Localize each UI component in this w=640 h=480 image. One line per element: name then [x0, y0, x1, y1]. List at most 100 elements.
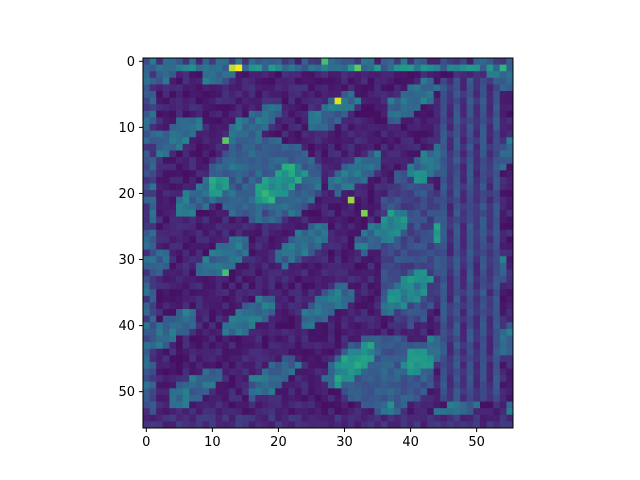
heatmap-cell [420, 163, 428, 171]
heatmap-cell [268, 315, 276, 323]
heatmap-cell [453, 289, 461, 297]
heatmap-cell [261, 163, 269, 171]
heatmap-cell [460, 309, 468, 317]
heatmap-cell [189, 130, 197, 138]
heatmap-cell [195, 309, 203, 317]
heatmap-cell [202, 348, 210, 356]
heatmap-cell [275, 375, 283, 383]
heatmap-cell [400, 381, 408, 389]
heatmap-cell [149, 223, 157, 231]
heatmap-cell [182, 309, 190, 317]
heatmap-cell [301, 328, 309, 336]
heatmap-cell [176, 84, 184, 92]
heatmap-cell [314, 408, 322, 416]
heatmap-cell [473, 104, 481, 112]
heatmap-cell [334, 130, 342, 138]
heatmap-cell [294, 368, 302, 376]
heatmap-cell [328, 408, 336, 416]
heatmap-cell [169, 414, 177, 422]
heatmap-cell [466, 368, 474, 376]
heatmap-cell [413, 137, 421, 145]
heatmap-cell [209, 77, 217, 85]
heatmap-cell [294, 262, 302, 270]
heatmap-cell [347, 216, 355, 224]
heatmap-cell [486, 289, 494, 297]
heatmap-cell [255, 381, 263, 389]
heatmap-cell [394, 71, 402, 79]
heatmap-cell [215, 64, 223, 72]
heatmap-cell [248, 229, 256, 237]
heatmap-cell [189, 124, 197, 132]
heatmap-cell [407, 104, 415, 112]
heatmap-cell [466, 229, 474, 237]
heatmap-cell [347, 64, 355, 72]
heatmap-cell [268, 229, 276, 237]
heatmap-cell [268, 348, 276, 356]
heatmap-cell [400, 355, 408, 363]
heatmap-cell [169, 328, 177, 336]
heatmap-cell [506, 269, 514, 277]
heatmap-cell [493, 302, 501, 310]
heatmap-cell [156, 77, 164, 85]
heatmap-cell [420, 170, 428, 178]
heatmap-cell [394, 137, 402, 145]
heatmap-cell [479, 137, 487, 145]
heatmap-cell [156, 315, 164, 323]
heatmap-cell [255, 375, 263, 383]
heatmap-cell [341, 414, 349, 422]
heatmap-cell [440, 381, 448, 389]
heatmap-cell [440, 170, 448, 178]
heatmap-cell [394, 97, 402, 105]
heatmap-cell [242, 328, 250, 336]
heatmap-cell [215, 342, 223, 350]
heatmap-cell [413, 348, 421, 356]
heatmap-cell [288, 282, 296, 290]
heatmap-cell [281, 157, 289, 165]
heatmap-cell [301, 110, 309, 118]
heatmap-cell [466, 421, 474, 429]
heatmap-cell [314, 256, 322, 264]
heatmap-cell [400, 143, 408, 151]
heatmap-cell [195, 375, 203, 383]
heatmap-cell [466, 130, 474, 138]
heatmap-cell [387, 117, 395, 125]
heatmap-cell [248, 256, 256, 264]
heatmap-cell [334, 84, 342, 92]
heatmap-cell [427, 309, 435, 317]
heatmap-cell [367, 97, 375, 105]
heatmap-cell [374, 150, 382, 158]
heatmap-cell [242, 97, 250, 105]
heatmap-cell [248, 401, 256, 409]
heatmap-cell [473, 209, 481, 217]
heatmap-cell [374, 104, 382, 112]
heatmap-cell [427, 414, 435, 422]
heatmap-cell [248, 137, 256, 145]
heatmap-cell [321, 295, 329, 303]
heatmap-cell [427, 388, 435, 396]
heatmap-cell [275, 295, 283, 303]
heatmap-cell [149, 71, 157, 79]
heatmap-cell [433, 71, 441, 79]
heatmap-cell [255, 414, 263, 422]
heatmap-cell [440, 302, 448, 310]
heatmap-cell [440, 249, 448, 257]
heatmap-cell [420, 124, 428, 132]
heatmap-cell [255, 110, 263, 118]
heatmap-cell [275, 163, 283, 171]
heatmap-cell [347, 289, 355, 297]
heatmap-cell [321, 421, 329, 429]
heatmap-cell [380, 361, 388, 369]
heatmap-cell [288, 249, 296, 257]
heatmap-cell [321, 243, 329, 251]
heatmap-cell [440, 328, 448, 336]
heatmap-cell [334, 421, 342, 429]
heatmap-cell [242, 315, 250, 323]
heatmap-cell [169, 183, 177, 191]
heatmap-cell [242, 309, 250, 317]
heatmap-cell [433, 361, 441, 369]
heatmap-cell [268, 322, 276, 330]
heatmap-cell [486, 91, 494, 99]
heatmap-cell [407, 236, 415, 244]
heatmap-cell [275, 130, 283, 138]
heatmap-cell [413, 381, 421, 389]
